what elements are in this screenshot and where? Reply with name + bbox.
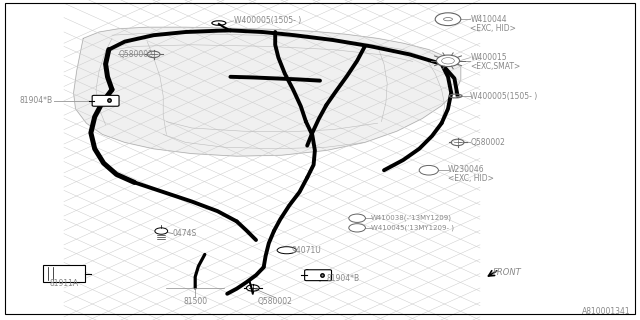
Text: 81904*B: 81904*B (326, 274, 360, 283)
Text: A810001341: A810001341 (582, 308, 630, 316)
Ellipse shape (277, 247, 296, 254)
FancyBboxPatch shape (305, 270, 332, 281)
Text: 0474S: 0474S (173, 229, 197, 238)
Circle shape (349, 224, 365, 232)
Text: 81911A: 81911A (49, 279, 79, 288)
Text: <EXC, HID>: <EXC, HID> (448, 174, 494, 183)
Circle shape (349, 214, 365, 222)
Bar (44, 265, 85, 283)
Circle shape (419, 165, 438, 175)
Text: FRONT: FRONT (493, 268, 522, 277)
Text: Q580002: Q580002 (258, 297, 292, 306)
Text: W410044: W410044 (470, 15, 507, 24)
Polygon shape (74, 27, 461, 156)
Text: Q580002: Q580002 (118, 50, 153, 59)
Text: W400005(1505- ): W400005(1505- ) (234, 16, 301, 25)
FancyBboxPatch shape (92, 95, 119, 106)
Text: W400015: W400015 (470, 53, 507, 62)
Text: W410045(’13MY1209- ): W410045(’13MY1209- ) (371, 225, 454, 231)
Circle shape (155, 228, 168, 234)
Circle shape (436, 55, 460, 67)
Text: 94071U: 94071U (291, 246, 321, 255)
Text: <EXC, HID>: <EXC, HID> (470, 24, 516, 33)
Circle shape (435, 13, 461, 26)
Text: W410038(-’13MY1209): W410038(-’13MY1209) (371, 215, 452, 221)
Text: W230046: W230046 (448, 165, 484, 174)
Text: W400005(1505- ): W400005(1505- ) (470, 92, 538, 100)
Text: 81904*B: 81904*B (19, 96, 52, 105)
Text: <EXC,SMAT>: <EXC,SMAT> (470, 62, 521, 71)
Text: 81500: 81500 (183, 297, 207, 306)
Text: Q580002: Q580002 (470, 138, 505, 147)
